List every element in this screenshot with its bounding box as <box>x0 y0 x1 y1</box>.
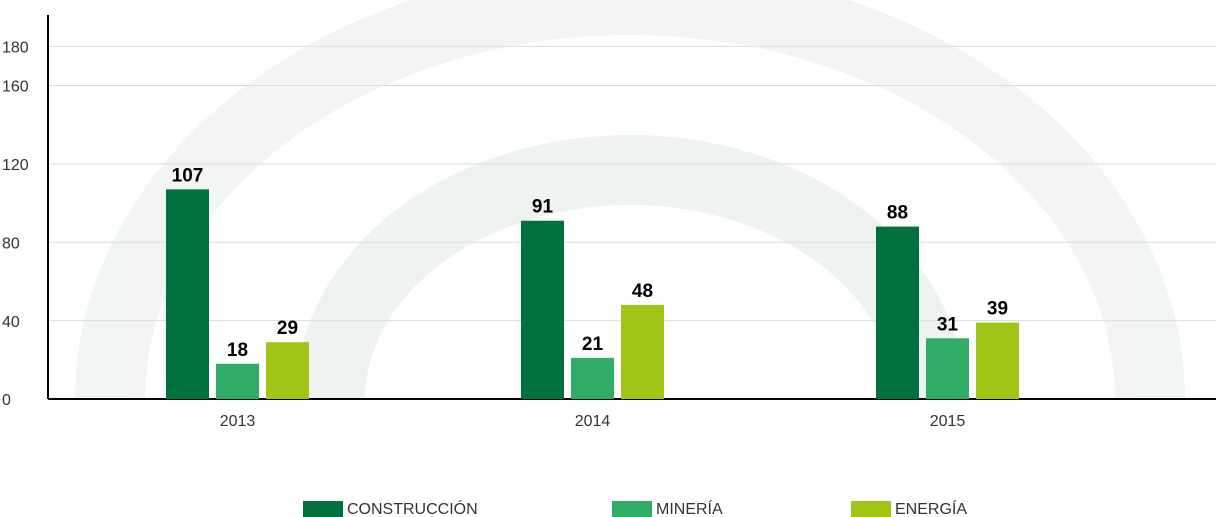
legend-label: MINERÍA <box>656 499 723 517</box>
value-label: 31 <box>937 314 959 335</box>
value-label: 107 <box>172 165 204 186</box>
bar <box>521 220 564 399</box>
bar <box>876 226 919 399</box>
y-tick-label: 80 <box>2 235 20 252</box>
legend-swatch <box>851 501 891 517</box>
value-label: 18 <box>227 340 248 361</box>
y-tick-label: 160 <box>2 79 29 96</box>
bar <box>621 304 664 399</box>
value-label: 88 <box>887 203 908 224</box>
x-tick-label: 2013 <box>220 413 256 430</box>
x-tick-label: 2014 <box>575 413 611 430</box>
y-tick-label: 0 <box>2 392 11 409</box>
legend-label: ENERGÍA <box>895 499 967 517</box>
bar <box>166 189 209 399</box>
y-tick-label: 120 <box>2 157 29 174</box>
bar <box>571 357 614 399</box>
y-tick-label: 180 <box>2 40 29 57</box>
value-label: 91 <box>532 197 554 218</box>
bar <box>216 363 259 399</box>
legend-swatch <box>612 501 652 517</box>
x-tick-label: 2015 <box>930 413 966 430</box>
bar <box>266 342 309 399</box>
y-tick-label: 40 <box>2 314 20 331</box>
value-label: 21 <box>582 334 604 355</box>
value-label: 29 <box>277 318 298 339</box>
value-label: 39 <box>987 299 1008 320</box>
bar <box>976 322 1019 399</box>
bar <box>926 338 969 399</box>
legend-label: CONSTRUCCIÓN <box>347 499 478 517</box>
value-label: 48 <box>632 281 653 302</box>
legend-swatch <box>303 501 343 517</box>
